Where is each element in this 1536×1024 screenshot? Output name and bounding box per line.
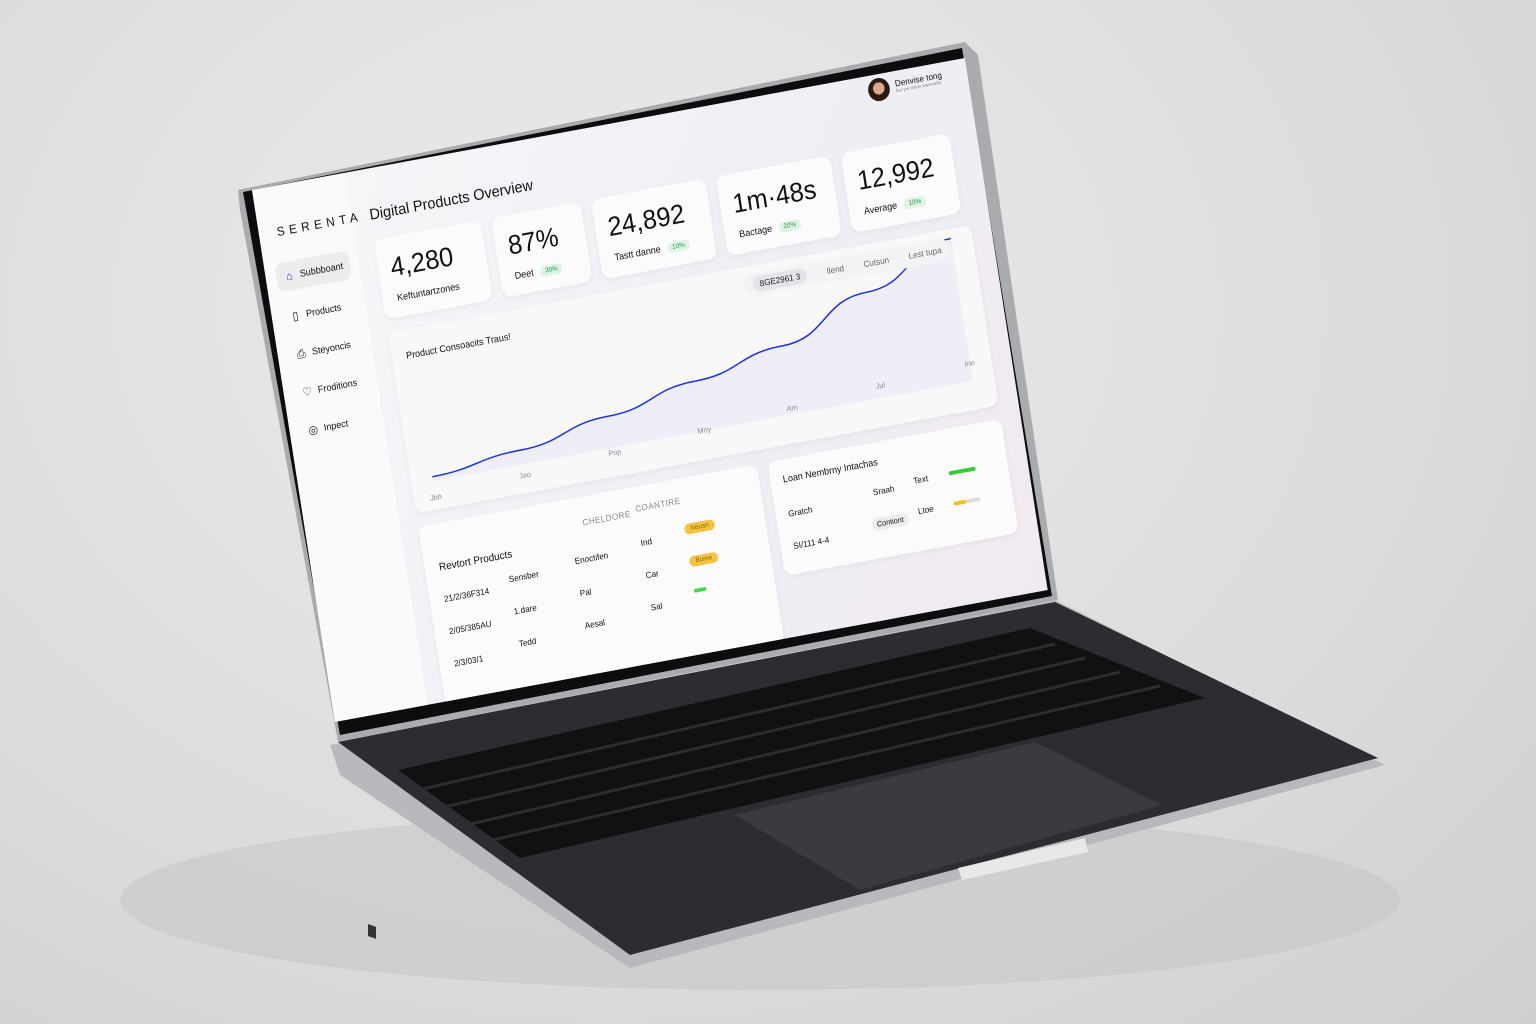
status-badge xyxy=(693,586,707,593)
membership-label: SI/111 4-4 xyxy=(792,534,830,551)
stat-label: Keftuntartzones xyxy=(396,281,461,304)
stat-card: 24,892 Tastt danne 10% xyxy=(590,178,718,280)
sidebar-item-label: Subbboant xyxy=(299,260,344,280)
row-id: 2/3/03/1 xyxy=(453,653,484,669)
avatar xyxy=(866,76,892,103)
x-tick-label: Ino xyxy=(964,358,976,369)
target-icon: ◎ xyxy=(307,422,319,438)
tab-2[interactable]: Cutsun xyxy=(862,254,890,270)
membership-title: Loan Nembrny Intachas xyxy=(782,457,879,486)
column-header: CHELDORE xyxy=(581,509,632,528)
stat-value: 87% xyxy=(505,221,561,261)
status-badge: Neusn xyxy=(683,518,716,535)
stat-label: Tastt danne xyxy=(613,244,662,264)
membership-mid: Sraah xyxy=(872,483,896,498)
sidebar-item-subbboant[interactable]: ⌂ Subbboant xyxy=(274,250,353,293)
sidebar-item-label: Froditions xyxy=(317,377,358,396)
sidebar-item-steyoncis[interactable]: ⎙ Steyoncis xyxy=(287,328,365,370)
stat-card: 12,992 Average 10% xyxy=(840,133,962,234)
contiont-button[interactable]: Contiont xyxy=(871,512,909,532)
stat-label: Deet xyxy=(514,267,535,282)
progress-bar xyxy=(953,496,981,506)
row-name: 1.dare xyxy=(513,602,538,617)
sidebar-item-label: Inpect xyxy=(323,418,349,434)
row-category: Aesal xyxy=(584,617,606,631)
row-id: 21/2/36F314 xyxy=(443,586,490,604)
sidebar-item-label: Products xyxy=(305,302,343,320)
row-category: Enoctifen xyxy=(574,550,609,567)
dashboard-icon: ⌂ xyxy=(284,268,294,284)
progress-bar xyxy=(948,466,976,476)
sidebar-item-products[interactable]: ▯ Products xyxy=(281,290,359,332)
row-name: Tedd xyxy=(518,635,538,649)
tab-1[interactable]: llend xyxy=(826,263,845,276)
stat-label: Average xyxy=(863,200,898,218)
phone-icon: ▯ xyxy=(291,308,300,324)
stat-card: 1m·48s Bactage 20% xyxy=(715,155,843,257)
stat-value: 24,892 xyxy=(605,198,687,242)
membership-label: Gratch xyxy=(787,504,814,519)
row-type: Sal xyxy=(650,600,664,613)
stat-badge: 20% xyxy=(778,218,802,233)
sidebar-item-froditions[interactable]: ♡ Froditions xyxy=(293,366,371,408)
stat-value: 12,992 xyxy=(855,152,937,196)
stat-badge: 30% xyxy=(539,262,564,278)
lid-notch-front xyxy=(958,838,1088,880)
x-tick-label: Jul xyxy=(875,380,886,392)
stat-label: Bactage xyxy=(738,223,773,241)
brand-logo: SERENTA xyxy=(275,208,363,239)
stat-value: 1m·48s xyxy=(730,173,819,219)
sidebar-item-inpect[interactable]: ◎ Inpect xyxy=(299,404,377,446)
trackpad[interactable] xyxy=(735,742,1162,890)
stat-badge: 10% xyxy=(903,195,927,210)
shield-icon: ♡ xyxy=(301,384,314,400)
status-badge: Bume xyxy=(688,551,720,568)
stat-card: 87% Deet 30% xyxy=(491,201,593,298)
membership-right: Text xyxy=(912,473,929,486)
stat-badge: 10% xyxy=(667,239,691,254)
dashboard-screen: SERENTA ⌂ Subbboant ▯ Products ⎙ Steyoncis … xyxy=(252,58,1048,722)
keyboard xyxy=(398,628,1205,858)
column-header: COANTIRE xyxy=(634,495,682,514)
chart-line xyxy=(432,237,951,478)
sidebar-item-label: Steyoncis xyxy=(311,339,352,358)
row-type: Ind xyxy=(639,536,653,548)
row-type: Car xyxy=(644,568,660,581)
recent-title: Revtort Products xyxy=(438,548,514,574)
tab-3[interactable]: Lest tupa xyxy=(907,245,943,261)
row-category: Pal xyxy=(579,586,593,599)
stat-card: 4,280 Keftuntartzones xyxy=(373,220,493,320)
row-name: Sensber xyxy=(508,569,540,585)
stat-value: 4,280 xyxy=(388,241,456,283)
printer-icon: ⎙ xyxy=(295,345,307,361)
membership-right: Ltoe xyxy=(917,503,935,517)
row-id: 2/05/385AU xyxy=(448,618,493,637)
membership-card: Loan Nembrny Intachas Gratch Sraah Text … xyxy=(767,418,1019,577)
